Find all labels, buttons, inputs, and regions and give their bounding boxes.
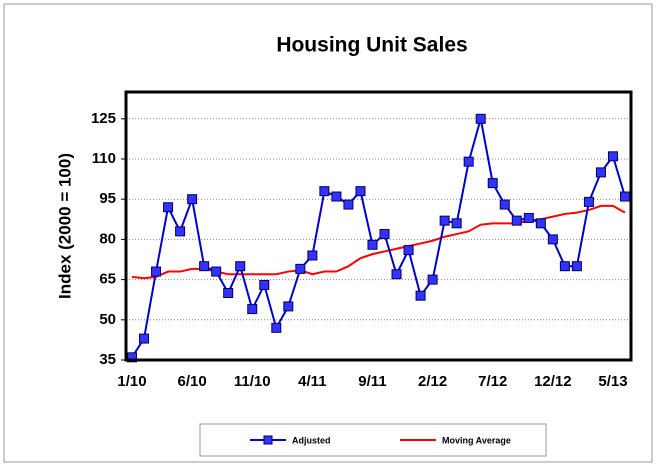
marker (163, 202, 174, 213)
marker (499, 199, 510, 210)
marker (547, 234, 558, 245)
x-tick-label: 2/12 (418, 373, 447, 390)
marker (427, 274, 438, 285)
marker (319, 186, 330, 197)
x-tick-label: 4/11 (298, 373, 326, 390)
marker (523, 212, 534, 223)
marker (367, 239, 378, 250)
x-tick-label: 9/11 (358, 373, 386, 390)
marker (247, 304, 258, 315)
marker (620, 191, 630, 202)
marker (343, 199, 354, 210)
x-tick-label: 11/10 (234, 373, 271, 390)
chart-title: Housing Unit Sales (276, 34, 467, 57)
x-tick-label: 6/10 (178, 373, 207, 390)
marker (451, 218, 462, 229)
marker (331, 191, 342, 202)
marker (355, 186, 366, 197)
marker (271, 322, 282, 333)
legend-label: Moving Average (442, 435, 511, 445)
marker (307, 250, 318, 261)
x-tick-label: 5/13 (598, 373, 627, 390)
marker (295, 263, 306, 274)
marker (151, 266, 162, 277)
x-tick-label: 1/10 (117, 373, 146, 390)
plot-frame (124, 90, 633, 362)
y-tick-label: 65 (99, 271, 116, 288)
marker (463, 156, 474, 167)
chart-frame (3, 3, 653, 463)
y-tick-label: 110 (92, 150, 116, 167)
marker (391, 269, 402, 280)
marker (487, 178, 498, 189)
marker (439, 215, 450, 226)
marker (595, 167, 606, 178)
y-tick-label: 80 (99, 230, 116, 247)
marker (175, 226, 186, 237)
y-tick-label: 95 (99, 190, 116, 207)
marker (583, 196, 594, 207)
marker (259, 279, 270, 290)
marker (559, 261, 570, 272)
marker (379, 229, 390, 240)
marker (571, 261, 582, 272)
marker (475, 113, 486, 124)
marker (139, 333, 150, 344)
y-tick-label: 50 (99, 311, 116, 328)
marker (235, 261, 246, 272)
y-tick-label: 125 (91, 110, 116, 127)
legend-label: Adjusted (292, 435, 331, 445)
marker (511, 215, 522, 226)
x-tick-label: 7/12 (478, 373, 507, 390)
y-tick-label: 35 (99, 351, 116, 368)
marker (607, 151, 618, 162)
legend-marker (263, 435, 273, 445)
marker (415, 290, 426, 301)
x-tick-label: 12/12 (534, 373, 572, 390)
marker (403, 245, 414, 256)
marker (535, 218, 546, 229)
y-axis-label: Index (2000 = 100) (55, 153, 74, 299)
marker (283, 301, 294, 312)
marker (223, 288, 234, 298)
marker (187, 194, 198, 205)
marker (211, 266, 222, 277)
marker (199, 261, 210, 272)
